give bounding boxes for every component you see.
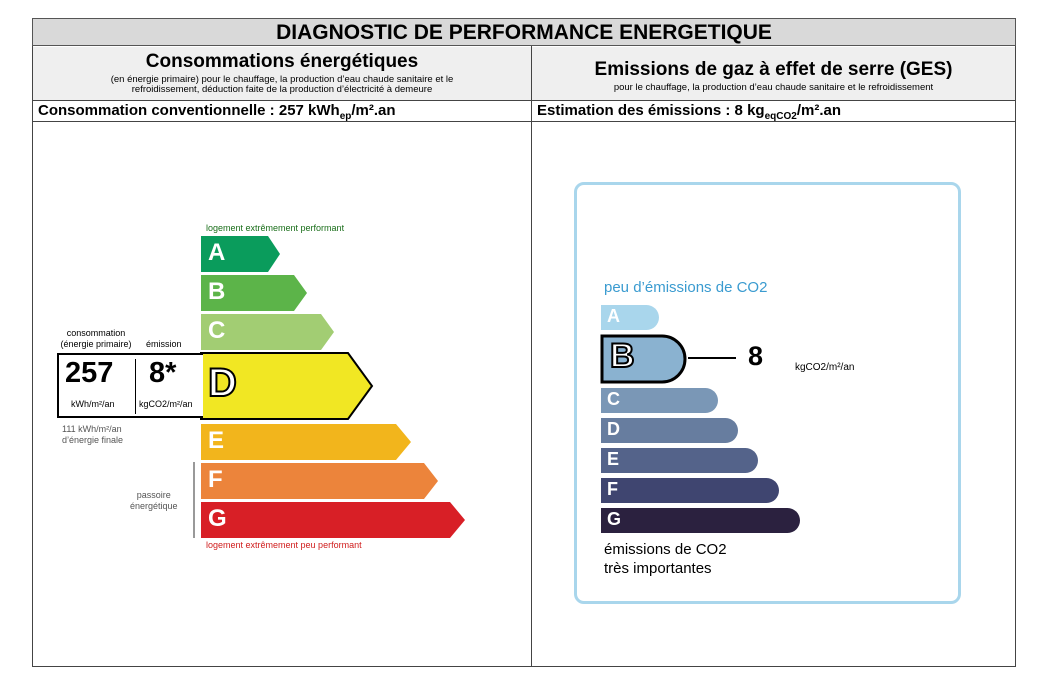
energy-arrow-g xyxy=(201,502,465,538)
box-separator xyxy=(135,359,136,414)
conso-suffix: /m².an xyxy=(351,102,396,119)
conso-sub: ep xyxy=(339,111,352,122)
energy-arrow-e xyxy=(201,424,411,460)
passoire-label: passoire énergétique xyxy=(130,490,178,511)
ges-bar-c: C xyxy=(601,388,718,413)
energy-arrow-c xyxy=(201,314,334,350)
energy-top-caption: logement extrêmement performant xyxy=(206,223,345,233)
consumption-box: 257 kWh/m²/an 8* kgCO2/m²/an xyxy=(57,353,203,418)
conso-prefix: Consommation conventionnelle : 257 kWh xyxy=(38,102,340,119)
ges-top-caption: peu d’émissions de CO2 xyxy=(604,279,768,296)
left-heading: Consommations énergétiques xyxy=(145,51,419,72)
ges-bar-a: A xyxy=(601,305,659,330)
box-label-conso: consommation (énergie primaire) xyxy=(60,328,132,349)
ges-bottom-caption: émissions de CO2 très importantes xyxy=(604,541,727,577)
energy-arrow-a xyxy=(201,236,280,272)
energy-arrow-b xyxy=(201,275,307,311)
ges-bar-d: D xyxy=(601,418,738,443)
ges-letter-b: B xyxy=(609,336,636,376)
ges-bar-e: E xyxy=(601,448,758,473)
emission-value: 8* xyxy=(149,357,177,389)
ges-pointer-line xyxy=(688,357,736,359)
table-border-bottom xyxy=(32,666,1016,667)
ges-current-bar xyxy=(600,334,687,384)
box-label-emission: émission xyxy=(146,339,182,349)
right-header: Emissions de gaz à effet de serre (GES) … xyxy=(532,47,1015,100)
energy-bottom-caption: logement extrêmement peu performant xyxy=(206,540,362,550)
estimation-sub: eqCO2 xyxy=(764,111,797,122)
table-border-left xyxy=(32,46,33,666)
ges-bar-b xyxy=(600,334,687,384)
estimation-line: Estimation des émissions : 8 kgeqCO2/m².… xyxy=(537,101,841,127)
estimation-prefix: Estimation des émissions : 8 kg xyxy=(537,102,765,119)
ges-bar-f: F xyxy=(601,478,779,503)
conso-value: 257 xyxy=(65,357,114,389)
page-title: DIAGNOSTIC DE PERFORMANCE ENERGETIQUE xyxy=(32,18,1016,46)
table-border-right xyxy=(1015,46,1016,666)
left-subheading-1: (en énergie primaire) pour le chauffage,… xyxy=(110,74,454,85)
right-subheading: pour le chauffage, la production d’eau c… xyxy=(613,82,934,93)
right-heading: Emissions de gaz à effet de serre (GES) xyxy=(594,59,953,80)
ges-value: 8 xyxy=(748,341,764,371)
estimation-suffix: /m².an xyxy=(796,102,841,119)
final-energy: 111 kWh/m²/an d’énergie finale xyxy=(62,424,124,445)
table-divider-vertical xyxy=(531,46,532,666)
conso-line: Consommation conventionnelle : 257 kWhep… xyxy=(38,101,396,127)
left-header: Consommations énergétiques (en énergie p… xyxy=(33,47,531,100)
table-divider-header xyxy=(32,100,1016,101)
ges-unit: kgCO2/m²/an xyxy=(795,362,855,373)
left-subheading-2: refroidissement, déduction faite de la p… xyxy=(131,84,433,95)
ges-frame xyxy=(574,182,961,604)
energy-arrow-f xyxy=(201,463,438,499)
emission-unit: kgCO2/m²/an xyxy=(139,399,193,409)
table-divider-subheader xyxy=(32,121,1016,122)
ges-bar-g: G xyxy=(601,508,800,533)
conso-unit: kWh/m²/an xyxy=(71,399,115,409)
